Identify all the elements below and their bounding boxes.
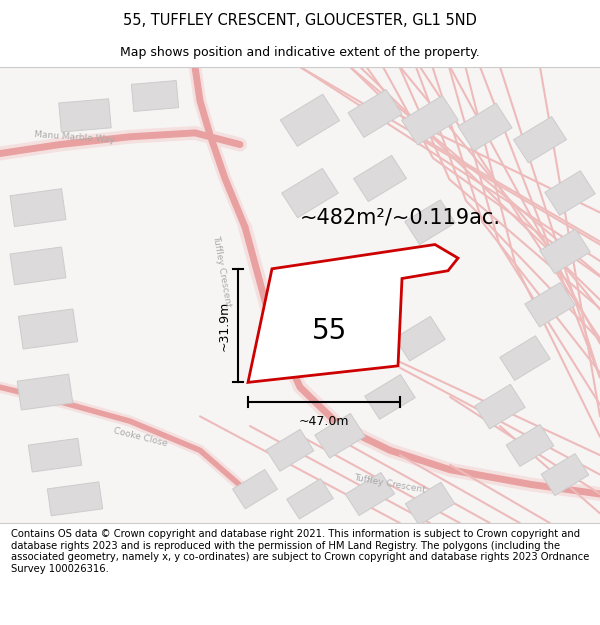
Polygon shape bbox=[353, 156, 406, 202]
Polygon shape bbox=[248, 244, 458, 382]
Polygon shape bbox=[541, 454, 589, 496]
Text: Tuffley Crescent: Tuffley Crescent bbox=[353, 474, 427, 495]
Polygon shape bbox=[475, 384, 525, 429]
Polygon shape bbox=[287, 479, 334, 519]
Polygon shape bbox=[540, 229, 590, 274]
Polygon shape bbox=[348, 89, 402, 138]
Polygon shape bbox=[545, 171, 595, 216]
Polygon shape bbox=[19, 309, 77, 349]
Polygon shape bbox=[365, 374, 415, 419]
Polygon shape bbox=[506, 424, 554, 466]
Polygon shape bbox=[281, 168, 338, 217]
Polygon shape bbox=[233, 469, 277, 509]
Polygon shape bbox=[47, 482, 103, 516]
Polygon shape bbox=[28, 438, 82, 472]
Polygon shape bbox=[401, 96, 458, 145]
Text: ~31.9m: ~31.9m bbox=[218, 301, 230, 351]
Polygon shape bbox=[395, 316, 445, 361]
Polygon shape bbox=[405, 200, 455, 244]
Polygon shape bbox=[10, 247, 66, 285]
Polygon shape bbox=[514, 117, 566, 162]
Text: 55: 55 bbox=[313, 317, 347, 345]
Polygon shape bbox=[406, 482, 455, 525]
Polygon shape bbox=[346, 472, 395, 516]
Text: 55, TUFFLEY CRESCENT, GLOUCESTER, GL1 5ND: 55, TUFFLEY CRESCENT, GLOUCESTER, GL1 5N… bbox=[123, 12, 477, 28]
Polygon shape bbox=[525, 282, 575, 327]
Polygon shape bbox=[17, 374, 73, 410]
Polygon shape bbox=[458, 103, 512, 151]
Polygon shape bbox=[59, 99, 111, 132]
Text: Map shows position and indicative extent of the property.: Map shows position and indicative extent… bbox=[120, 46, 480, 59]
Polygon shape bbox=[131, 81, 179, 111]
Text: Contains OS data © Crown copyright and database right 2021. This information is : Contains OS data © Crown copyright and d… bbox=[11, 529, 589, 574]
Polygon shape bbox=[500, 336, 550, 381]
Text: Cooke Close: Cooke Close bbox=[112, 427, 168, 449]
Text: Tuffley Crescent: Tuffley Crescent bbox=[211, 234, 233, 308]
Polygon shape bbox=[280, 94, 340, 146]
Polygon shape bbox=[10, 189, 66, 226]
Text: ~47.0m: ~47.0m bbox=[299, 416, 349, 428]
Polygon shape bbox=[315, 413, 365, 458]
Text: ~482m²/~0.119ac.: ~482m²/~0.119ac. bbox=[299, 208, 500, 227]
Polygon shape bbox=[266, 429, 314, 471]
Text: Manu Marble Way: Manu Marble Way bbox=[34, 131, 116, 145]
